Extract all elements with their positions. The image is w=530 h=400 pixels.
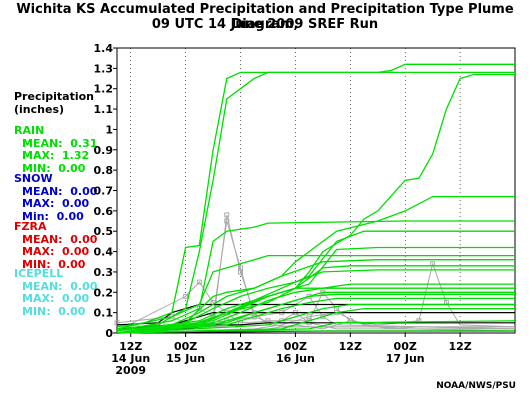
rain-series-line-0	[116, 63, 515, 328]
rain-series-line-19	[116, 330, 515, 334]
y-axis-label-line1: Precipitation	[14, 90, 94, 103]
gray-series-line-2	[116, 281, 515, 332]
gray-series-line-6	[116, 320, 516, 334]
y-tick-label-14: 1.4	[94, 42, 114, 55]
rain-max: MAX: 1.32	[22, 149, 90, 162]
fzra-mean: MEAN: 0.00	[22, 232, 98, 246]
x-tick-label-1-1: 15 Jun	[166, 352, 205, 365]
snow-mean: MEAN: 0.00	[22, 184, 98, 198]
x-tick-label-6-0: 12Z	[448, 340, 471, 353]
rain-min: MIN: 0.00	[22, 161, 86, 175]
gray-series-point-0-4	[224, 212, 230, 218]
x-tick-label-0-2: 2009	[115, 364, 146, 377]
snow-label: SNOW	[14, 172, 53, 185]
rain-series-line-15	[116, 293, 515, 334]
y-tick-label-0: 0	[105, 327, 113, 340]
icepell-stats: ICEPELL MEAN: 0.00 MAX: 0.00 MIN: 0.00	[14, 267, 98, 318]
y-tick-label-2: 0.2	[94, 286, 114, 299]
x-tick-label-3-0: 00Z	[284, 340, 307, 353]
rain-series-line-3	[116, 254, 515, 330]
icepell-mean: MEAN: 0.00	[22, 279, 98, 293]
y-tick-label-4: 0.4	[94, 246, 114, 259]
gray-series-point-2-2	[196, 279, 202, 285]
icepell-label: ICEPELL	[14, 267, 64, 280]
y-axis-label-line2: (inches)	[14, 102, 65, 116]
y-tick-label-1: 0.1	[94, 307, 114, 320]
x-tick-label-5-1: 17 Jun	[386, 352, 425, 365]
chart-title-line2: 09 UTC 14 June 2009 SREF Run	[151, 17, 379, 32]
x-tick-label-4-0: 12Z	[339, 340, 362, 353]
rain-label: RAIN	[14, 124, 45, 137]
fzra-stats: FZRA MEAN: 0.00 MAX: 0.00 MIN: 0.00	[14, 220, 98, 271]
fzra-label: FZRA	[14, 220, 47, 233]
rain-series-line-4	[116, 195, 515, 334]
rain-series-line-6	[116, 259, 515, 332]
rain-series-line-12	[116, 287, 515, 334]
rain-series-line-14	[116, 297, 515, 334]
x-tick-label-2-0: 12Z	[229, 340, 252, 353]
x-tick-label-3-1: 16 Jun	[276, 352, 315, 365]
snow-min: Min: 0.00	[22, 209, 84, 223]
gray-series-point-2-1	[183, 293, 189, 299]
y-tick-label-12: 1.2	[94, 83, 114, 96]
fzra-max: MAX: 0.00	[22, 245, 90, 258]
y-tick-label-13: 1.3	[94, 62, 114, 75]
y-tick-label-7: 0.7	[94, 185, 114, 198]
x-tick-label-0-1: 14 Jun	[111, 352, 150, 365]
y-tick-label-6: 0.6	[94, 205, 114, 218]
rain-series-line-8	[116, 269, 515, 334]
rain-series-line-2	[116, 220, 515, 332]
gray-series-point-5-3	[306, 314, 312, 320]
y-axis-label: Precipitation (inches)	[14, 90, 94, 116]
snow-max: MAX: 0.00	[22, 197, 90, 210]
y-tick-label-11: 1.1	[94, 103, 114, 116]
y-tick-label-3: 0.3	[94, 266, 114, 279]
gray-series-point-1-6	[238, 265, 244, 271]
y-tick-label-10: 1	[105, 123, 113, 136]
y-tick-label-9: 0.9	[94, 144, 114, 157]
rain-series-line-11	[116, 283, 515, 334]
rain-mean: MEAN: 0.31	[22, 136, 98, 150]
rain-series-line-16	[116, 303, 515, 334]
snow-stats: SNOW MEAN: 0.00 MAX: 0.00 Min: 0.00	[14, 172, 98, 223]
x-tick-label-5-0: 00Z	[394, 340, 417, 353]
fzra-min: MIN: 0.00	[22, 257, 86, 271]
icepell-max: MAX: 0.00	[22, 292, 90, 305]
x-tick-label-1-0: 00Z	[174, 340, 197, 353]
x-tick-label-0-0: 12Z	[119, 340, 142, 353]
y-tick-label-8: 0.8	[94, 164, 114, 177]
credit-text: NOAA/NWS/PSU	[436, 381, 516, 391]
icepell-min: MIN: 0.00	[22, 304, 86, 318]
rain-stats: RAIN MEAN: 0.31 MAX: 1.32 MIN: 0.00	[14, 124, 98, 175]
chart-title-line1: Wichita KS Accumulated Precipitation and…	[16, 2, 514, 32]
y-tick-label-5: 0.5	[94, 225, 114, 238]
black-series-line-0	[116, 303, 515, 326]
gray-series-point-1-5	[224, 218, 230, 224]
